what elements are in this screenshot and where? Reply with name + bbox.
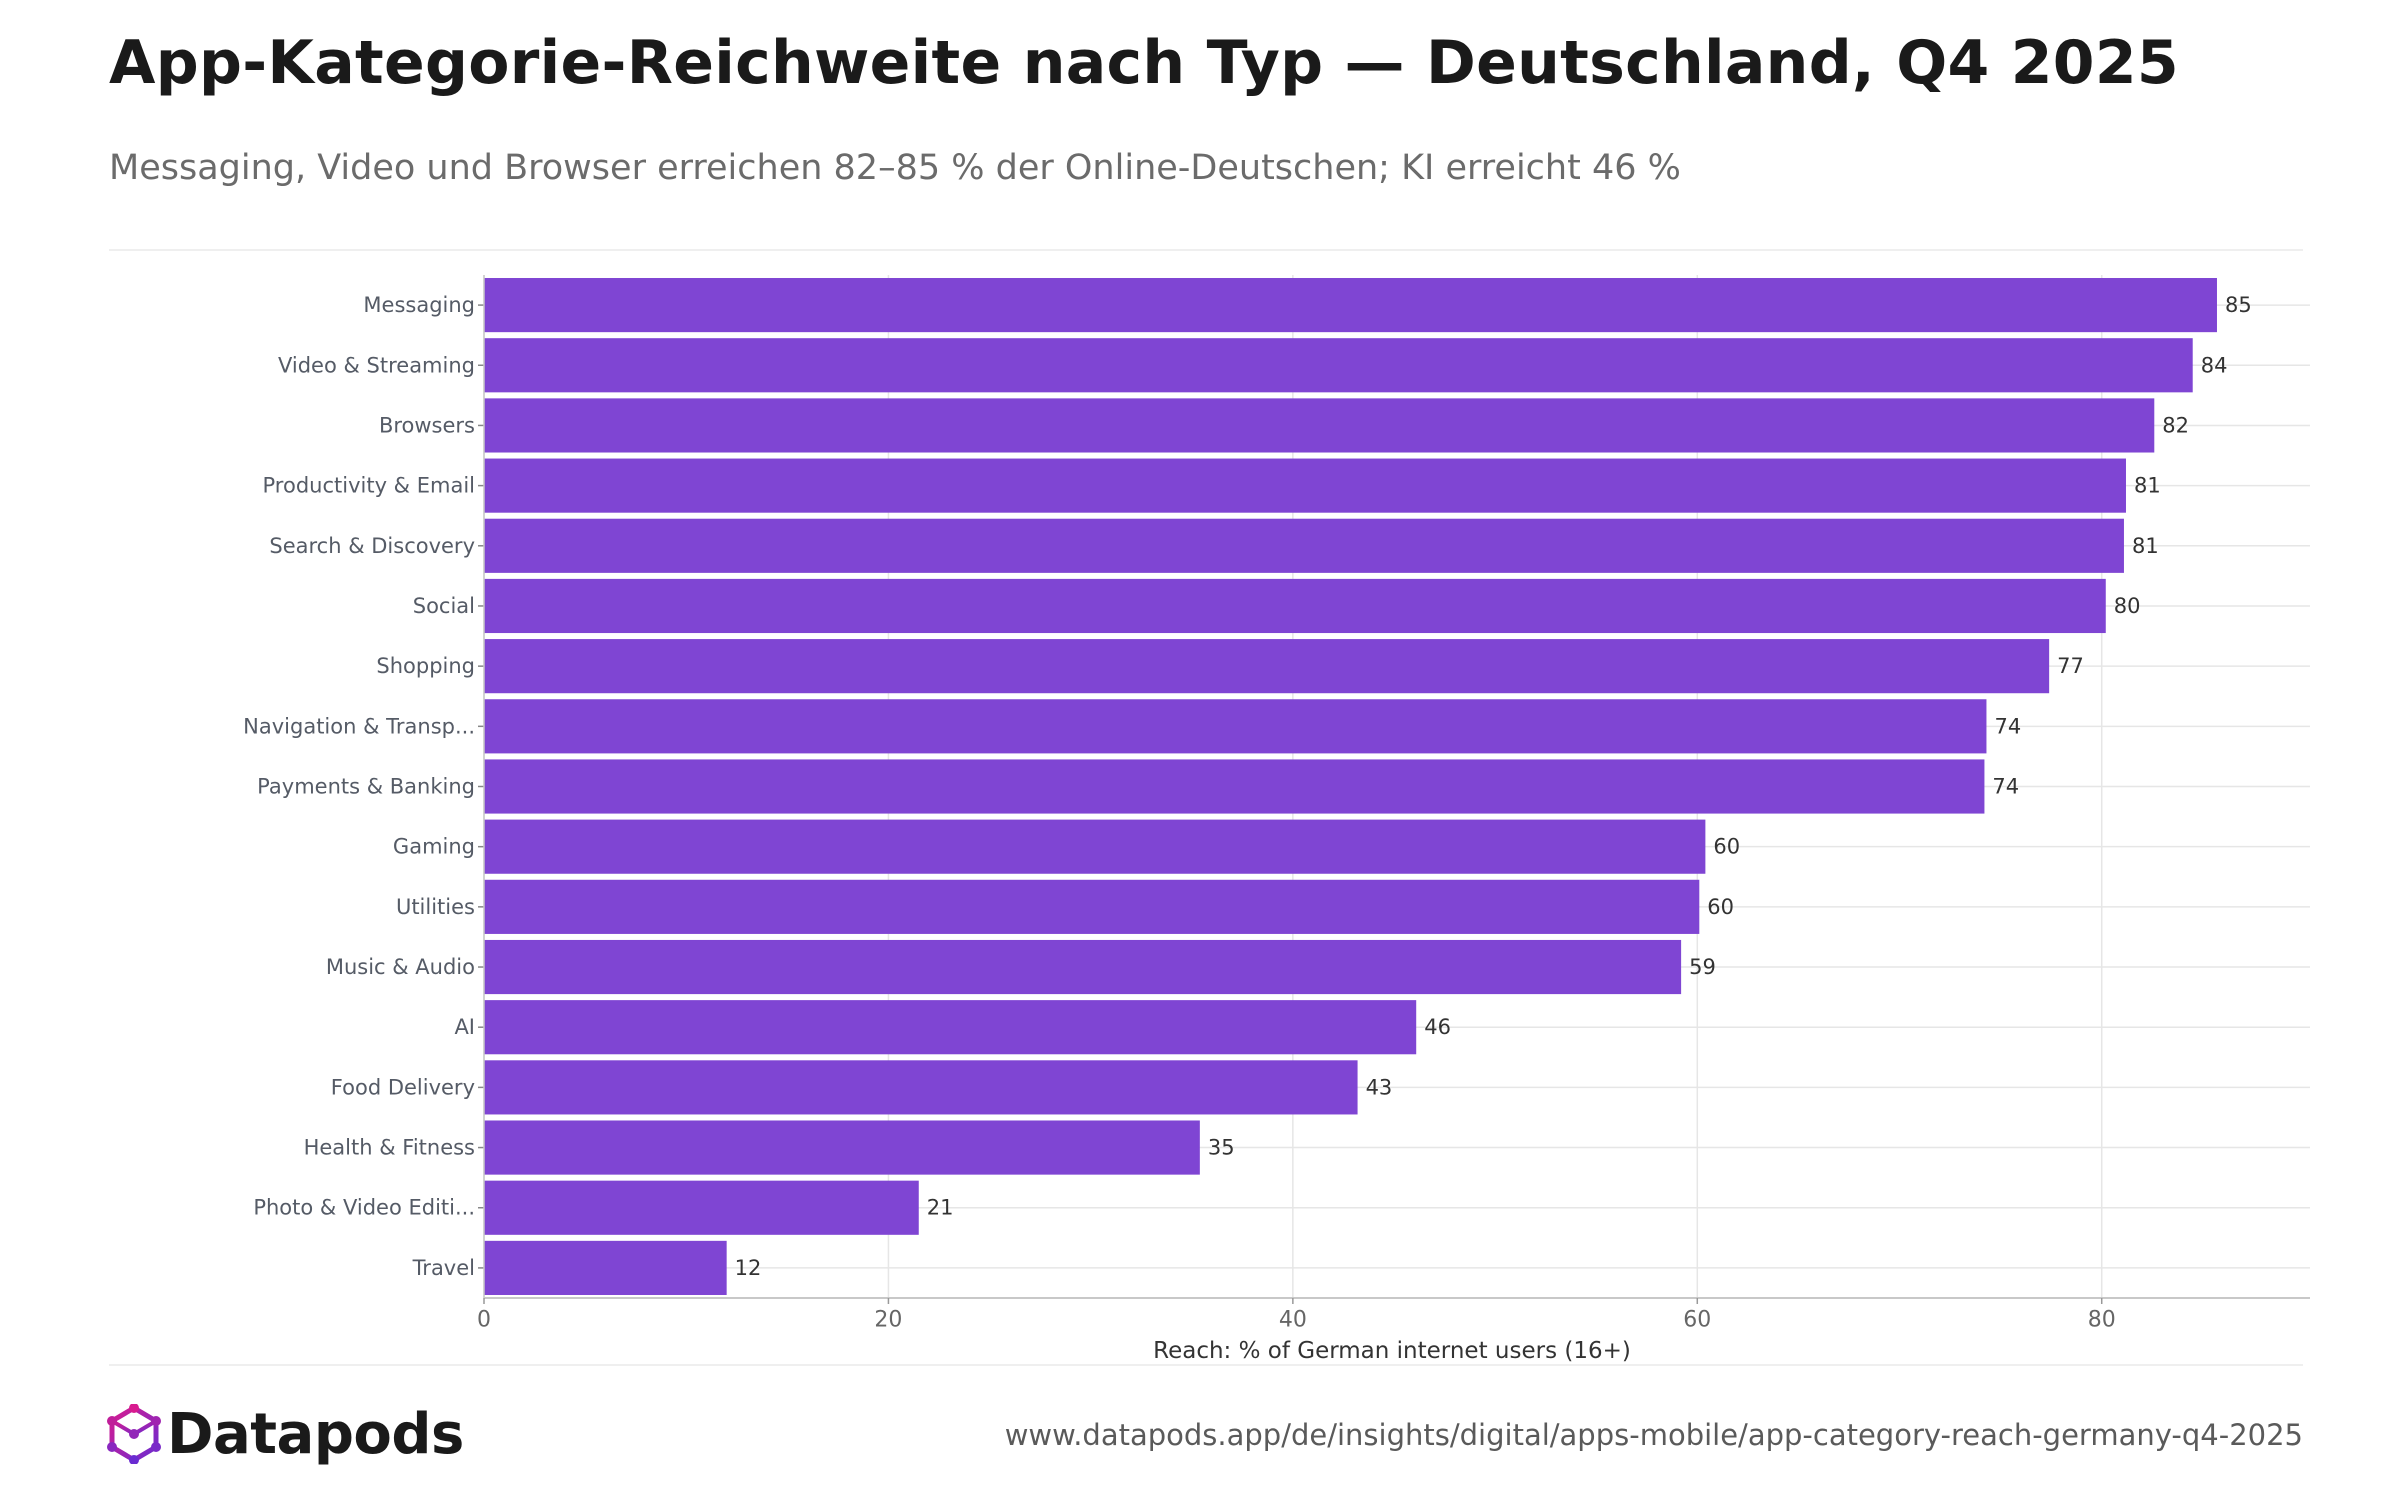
value-label: 81 xyxy=(2132,534,2159,558)
value-label: 12 xyxy=(735,1256,762,1280)
value-label: 46 xyxy=(1424,1015,1451,1039)
category-label: Photo & Video Editi... xyxy=(253,1196,475,1220)
x-tick-label: 0 xyxy=(477,1308,491,1333)
bar xyxy=(484,518,2124,573)
category-label: Messaging xyxy=(363,293,475,317)
category-label: Payments & Banking xyxy=(257,775,475,799)
top-divider xyxy=(109,249,2303,251)
category-label: Gaming xyxy=(393,835,475,859)
bar xyxy=(484,699,1987,754)
value-label: 60 xyxy=(1707,895,1734,919)
bar xyxy=(484,458,2126,513)
value-label: 35 xyxy=(1208,1136,1235,1160)
bar xyxy=(484,1120,1200,1175)
value-label: 85 xyxy=(2225,293,2252,317)
bar xyxy=(484,639,2050,694)
bar xyxy=(484,939,1682,995)
value-label: 74 xyxy=(1992,775,2019,799)
bar xyxy=(484,879,1700,934)
category-label: Health & Fitness xyxy=(304,1136,475,1160)
category-label: AI xyxy=(454,1015,475,1039)
bottom-divider xyxy=(109,1364,2303,1366)
bar xyxy=(484,759,1985,814)
value-label: 82 xyxy=(2162,413,2189,437)
x-tick-label: 40 xyxy=(1279,1308,1307,1333)
datapods-logo-icon xyxy=(107,1404,161,1464)
value-label: 59 xyxy=(1689,955,1716,979)
category-label: Productivity & Email xyxy=(263,474,475,498)
bar xyxy=(484,819,1706,874)
chart-title: App-Kategorie-Reichweite nach Typ — Deut… xyxy=(109,28,2179,98)
category-label: Search & Discovery xyxy=(269,534,475,558)
category-label: Browsers xyxy=(379,413,475,437)
bar xyxy=(484,578,2106,634)
value-label: 80 xyxy=(2114,594,2141,618)
bar xyxy=(484,1000,1417,1055)
bar xyxy=(484,1240,727,1295)
logo-text: Datapods xyxy=(167,1401,464,1467)
brand-logo[interactable]: Datapods xyxy=(107,1401,464,1467)
bar xyxy=(484,1060,1358,1115)
source-url-link[interactable]: www.datapods.app/de/insights/digital/app… xyxy=(1004,1418,2303,1452)
category-label: Music & Audio xyxy=(326,955,475,979)
value-label: 60 xyxy=(1713,835,1740,859)
category-label: Shopping xyxy=(376,654,475,678)
bar xyxy=(484,1180,919,1235)
category-label: Navigation & Transp... xyxy=(243,714,475,738)
category-label: Food Delivery xyxy=(331,1075,475,1099)
value-label: 43 xyxy=(1366,1075,1393,1099)
category-label: Utilities xyxy=(396,895,475,919)
value-label: 84 xyxy=(2201,353,2228,377)
x-axis-title: Reach: % of German internet users (16+) xyxy=(1153,1338,1631,1364)
value-label: 21 xyxy=(927,1196,954,1220)
x-tick-label: 60 xyxy=(1683,1308,1711,1333)
value-label: 81 xyxy=(2134,474,2161,498)
x-tick-label: 20 xyxy=(874,1308,902,1333)
value-label: 74 xyxy=(1994,714,2021,738)
category-label: Travel xyxy=(412,1256,475,1280)
bar xyxy=(484,398,2155,453)
x-tick-label: 80 xyxy=(2088,1308,2116,1333)
chart-subtitle: Messaging, Video und Browser erreichen 8… xyxy=(109,148,1681,188)
bar xyxy=(484,338,2193,393)
bar xyxy=(484,278,2217,333)
category-label: Video & Streaming xyxy=(278,353,475,377)
category-label: Social xyxy=(413,594,475,618)
value-label: 77 xyxy=(2057,654,2084,678)
